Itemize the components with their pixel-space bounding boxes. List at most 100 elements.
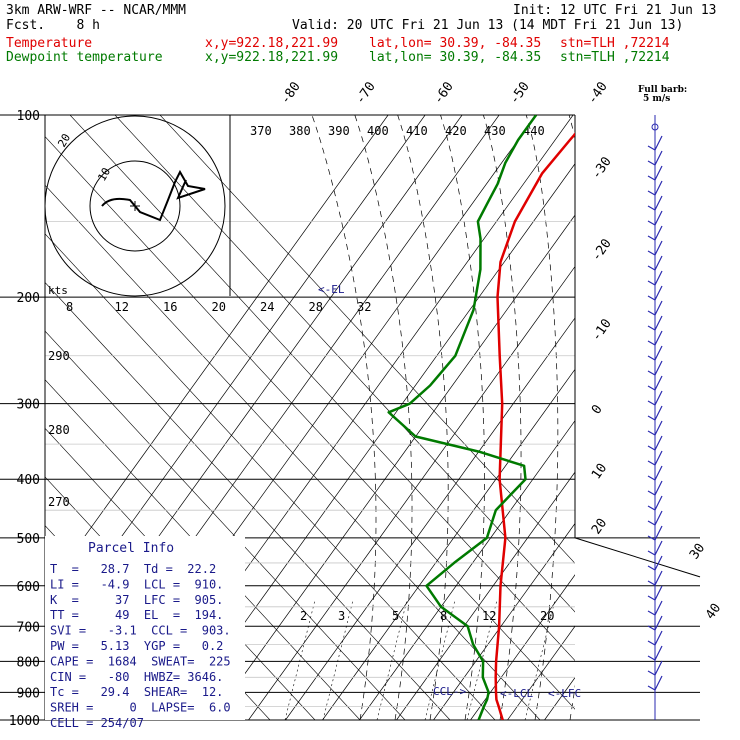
theta-label: 380 — [289, 124, 311, 138]
moist-adiabat-line — [380, 115, 522, 720]
isotherm-line — [507, 625, 575, 720]
mixing-ratio-label: 3 — [338, 609, 345, 623]
theta-label: 410 — [406, 124, 428, 138]
temp-tick-label: 0 — [589, 402, 606, 417]
dry-adiabat-line — [69, 115, 575, 662]
parcel-info-row: T = 28.7 Td = 22.2 — [50, 562, 216, 576]
pressure-label: 600 — [17, 580, 40, 595]
moist-adiabat-line — [450, 115, 575, 720]
theta-label: 390 — [328, 124, 350, 138]
lcl-marker: <-LCL — [500, 687, 533, 700]
wind-barb — [647, 180, 663, 196]
temp-tick-label: 40 — [703, 601, 724, 622]
hodo-speed-tick: 12 — [115, 300, 129, 314]
temperature-legend-latlon: lat,lon= 30.39, -84.35 — [369, 36, 542, 51]
hodo-speed-tick: 16 — [163, 300, 177, 314]
isotherm-line — [322, 368, 575, 720]
wind-barb — [647, 240, 663, 256]
parcel-info-row: LI = -4.9 LCL = 910. — [50, 577, 223, 591]
wind-barb — [647, 585, 663, 601]
barb-note-full: Full barb: — [638, 85, 688, 95]
hodo-speed-tick: 28 — [309, 300, 323, 314]
parcel-info-row: SREH = 0 LAPSE= 6.0 — [50, 701, 231, 715]
wind-barb — [647, 615, 663, 631]
wind-barb — [647, 315, 663, 331]
temperature-legend-station: stn=TLH ,72214 — [560, 36, 670, 51]
parcel-info-row: CAPE = 1684 SWEAT= 225 — [50, 654, 231, 668]
dry-adiabat-line — [45, 184, 541, 720]
wind-barb — [647, 330, 663, 346]
lfc-marker: <-LFC — [548, 687, 581, 700]
theta-label: 270 — [48, 495, 70, 509]
wind-barb — [647, 165, 663, 181]
wind-barb — [647, 510, 663, 526]
valid-time: Valid: 20 UTC Fri 21 Jun 13 (14 MDT Fri … — [292, 18, 684, 33]
temp-tick-label: -50 — [507, 79, 533, 107]
wind-barb — [647, 450, 663, 466]
isotherm-line — [544, 677, 575, 720]
parcel-info-row: CIN = -80 HWBZ= 3646. — [50, 670, 223, 684]
dry-adiabat-line — [45, 379, 361, 720]
temp-tick-label: -70 — [353, 79, 379, 107]
temp-tick-label: -60 — [431, 79, 457, 107]
wind-barb — [647, 495, 663, 511]
dry-adiabat-line — [45, 136, 575, 710]
isotherm-line — [396, 471, 575, 720]
wind-barb — [647, 600, 663, 616]
wind-barb — [647, 480, 663, 496]
right-frame-slant — [574, 537, 701, 578]
mixing-ratio-line — [322, 599, 354, 720]
wind-barb — [647, 465, 663, 481]
theta-label: 290 — [48, 349, 70, 363]
moist-adiabat-line — [275, 115, 413, 720]
dry-adiabat-line — [45, 330, 406, 720]
dewpoint-legend-xy: x,y=922.18,221.99 — [205, 50, 339, 65]
theta-label: 440 — [523, 124, 545, 138]
temperature-profile — [494, 132, 575, 720]
wind-barb — [647, 405, 663, 421]
temp-tick-label: 10 — [589, 461, 610, 482]
pressure-label: 900 — [17, 686, 40, 701]
wind-barb — [647, 675, 663, 691]
wind-barb — [647, 420, 663, 436]
mixing-ratio-label: 20 — [540, 609, 554, 623]
isotherm-line — [433, 522, 575, 720]
wind-barb — [647, 300, 663, 316]
mixing-ratio-label: 5 — [392, 609, 399, 623]
moist-adiabat-line — [310, 115, 449, 720]
temp-tick-label: -30 — [589, 154, 615, 182]
wind-barb — [647, 210, 663, 226]
pressure-label: 100 — [17, 109, 40, 124]
parcel-info-row: CELL = 254/07 — [50, 716, 144, 730]
isotherm-line — [470, 574, 575, 720]
mixing-ratio-line — [376, 599, 408, 720]
temp-tick-label: -80 — [278, 79, 304, 107]
mixing-ratio-line — [424, 599, 456, 720]
calm-wind-circle — [651, 123, 659, 131]
el-marker: <-EL — [318, 283, 345, 296]
wind-barb — [647, 570, 663, 586]
pressure-label: 800 — [17, 655, 40, 670]
moist-adiabat-line — [485, 115, 486, 116]
forecast-hour: Fcst. 8 h — [6, 18, 100, 33]
temperature-legend-xy: x,y=922.18,221.99 — [205, 36, 339, 51]
isotherm-line — [359, 420, 575, 720]
model-title: 3km ARW-WRF -- NCAR/MMM — [6, 3, 187, 18]
temp-tick-label: 20 — [589, 516, 610, 537]
parcel-info-row: PW = 5.13 YGP = 0.2 — [50, 639, 223, 653]
wind-barb — [647, 630, 663, 646]
temp-tick-label: -40 — [585, 79, 611, 107]
dry-adiabat-line — [45, 282, 451, 720]
parcel-info-row: Tc = 29.4 SHEAR= 12. — [50, 685, 223, 699]
parcel-info-row: SVI = -3.1 CCL = 903. — [50, 624, 231, 638]
parcel-info-row: K = 37 LFC = 905. — [50, 593, 223, 607]
hodo-trace — [101, 169, 206, 222]
temp-tick-label: -20 — [589, 236, 615, 264]
dewpoint-profile — [387, 115, 538, 720]
wind-barb-column — [647, 115, 663, 720]
wind-barb — [647, 645, 663, 661]
isotherm-line — [174, 163, 575, 720]
wind-barb — [647, 285, 663, 301]
moist-adiabat-line — [240, 115, 377, 720]
wind-barb — [647, 375, 663, 391]
